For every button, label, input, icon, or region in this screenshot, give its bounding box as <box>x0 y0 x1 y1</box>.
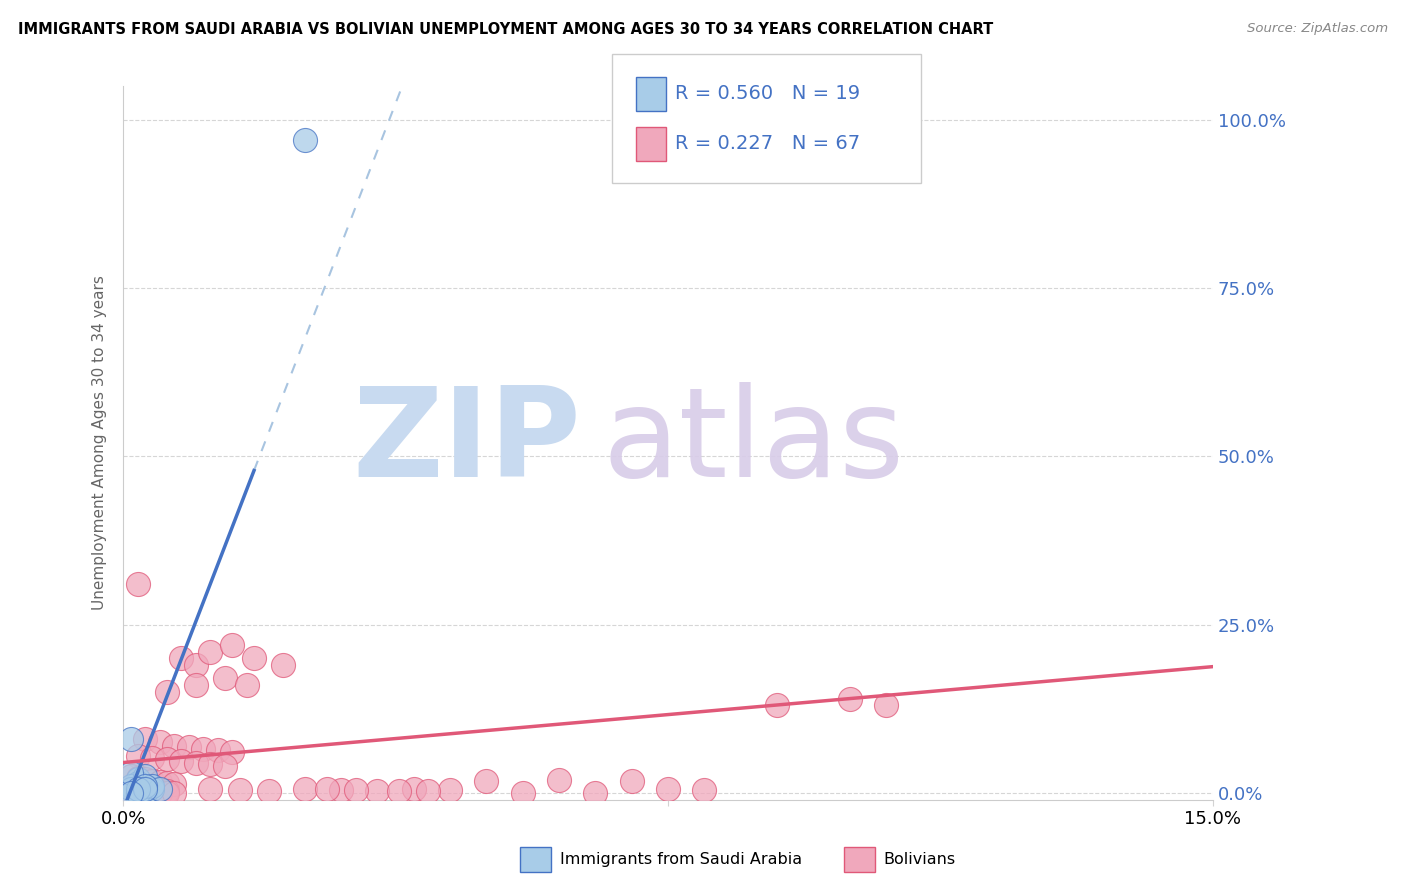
Point <box>170 754 193 768</box>
Point <box>156 752 179 766</box>
Point <box>127 772 149 787</box>
Point <box>193 742 215 756</box>
Point <box>127 781 149 796</box>
Point <box>134 731 156 746</box>
Point <box>141 779 163 793</box>
Point <box>330 783 353 797</box>
Point <box>127 748 149 763</box>
Point <box>163 786 186 800</box>
Point <box>200 782 222 797</box>
Point <box>127 771 149 785</box>
Point <box>200 644 222 658</box>
Text: R = 0.227   N = 67: R = 0.227 N = 67 <box>675 134 860 153</box>
Point <box>221 746 243 760</box>
Text: atlas: atlas <box>603 383 904 503</box>
Point <box>620 773 643 788</box>
Point <box>243 651 266 665</box>
Point <box>294 133 316 147</box>
Point <box>257 784 280 798</box>
Point <box>149 783 172 797</box>
Point <box>120 786 142 800</box>
Point <box>184 657 207 672</box>
Point <box>344 783 367 797</box>
Point <box>156 786 179 800</box>
Point <box>184 678 207 692</box>
Point <box>120 731 142 746</box>
Point <box>141 782 163 797</box>
Point <box>141 773 163 788</box>
Point <box>120 786 142 800</box>
Point <box>134 781 156 796</box>
Point <box>156 775 179 789</box>
Point <box>156 685 179 699</box>
Point <box>170 651 193 665</box>
Point <box>120 780 142 795</box>
Point <box>163 739 186 753</box>
Text: Source: ZipAtlas.com: Source: ZipAtlas.com <box>1247 22 1388 36</box>
Point <box>141 782 163 797</box>
Point <box>127 786 149 800</box>
Point <box>149 786 172 800</box>
Point <box>141 751 163 765</box>
Point <box>127 786 149 800</box>
Point <box>402 782 425 797</box>
Point <box>127 782 149 797</box>
Point <box>439 783 461 797</box>
Point <box>512 786 534 800</box>
Point <box>149 782 172 797</box>
Text: IMMIGRANTS FROM SAUDI ARABIA VS BOLIVIAN UNEMPLOYMENT AMONG AGES 30 TO 34 YEARS : IMMIGRANTS FROM SAUDI ARABIA VS BOLIVIAN… <box>18 22 994 37</box>
Y-axis label: Unemployment Among Ages 30 to 34 years: Unemployment Among Ages 30 to 34 years <box>93 276 107 610</box>
Point <box>127 577 149 591</box>
Point <box>766 698 789 713</box>
Point <box>141 786 163 800</box>
Point <box>127 775 149 789</box>
Point <box>214 672 236 686</box>
Point <box>583 786 606 800</box>
Point <box>134 772 156 787</box>
Point <box>548 772 571 787</box>
Text: R = 0.560   N = 19: R = 0.560 N = 19 <box>675 84 860 103</box>
Text: Bolivians: Bolivians <box>883 853 955 867</box>
Text: ZIP: ZIP <box>352 383 581 503</box>
Point <box>221 638 243 652</box>
Point <box>418 784 440 798</box>
Point <box>149 735 172 749</box>
Point <box>315 782 337 797</box>
Point <box>366 784 388 798</box>
Point <box>271 657 294 672</box>
Point <box>134 782 156 797</box>
Point <box>134 782 156 797</box>
Point <box>236 678 259 692</box>
Point <box>163 777 186 791</box>
Point <box>657 782 679 797</box>
Text: Immigrants from Saudi Arabia: Immigrants from Saudi Arabia <box>560 853 801 867</box>
Point <box>200 756 222 771</box>
Point <box>388 784 411 798</box>
Point <box>120 769 142 783</box>
Point <box>134 786 156 800</box>
Point <box>184 756 207 770</box>
Point <box>693 783 716 797</box>
Point <box>120 782 142 797</box>
Point <box>875 698 897 713</box>
Point <box>156 784 179 798</box>
Point <box>475 773 498 788</box>
Point <box>134 786 156 800</box>
Point <box>134 779 156 793</box>
Point <box>214 759 236 773</box>
Point <box>838 691 860 706</box>
Point <box>149 775 172 789</box>
Point <box>228 783 250 797</box>
Point <box>134 769 156 783</box>
Point <box>294 782 316 797</box>
Point <box>177 739 200 754</box>
Point <box>207 743 229 757</box>
Point <box>127 786 149 800</box>
Point <box>120 779 142 793</box>
Point <box>120 765 142 780</box>
